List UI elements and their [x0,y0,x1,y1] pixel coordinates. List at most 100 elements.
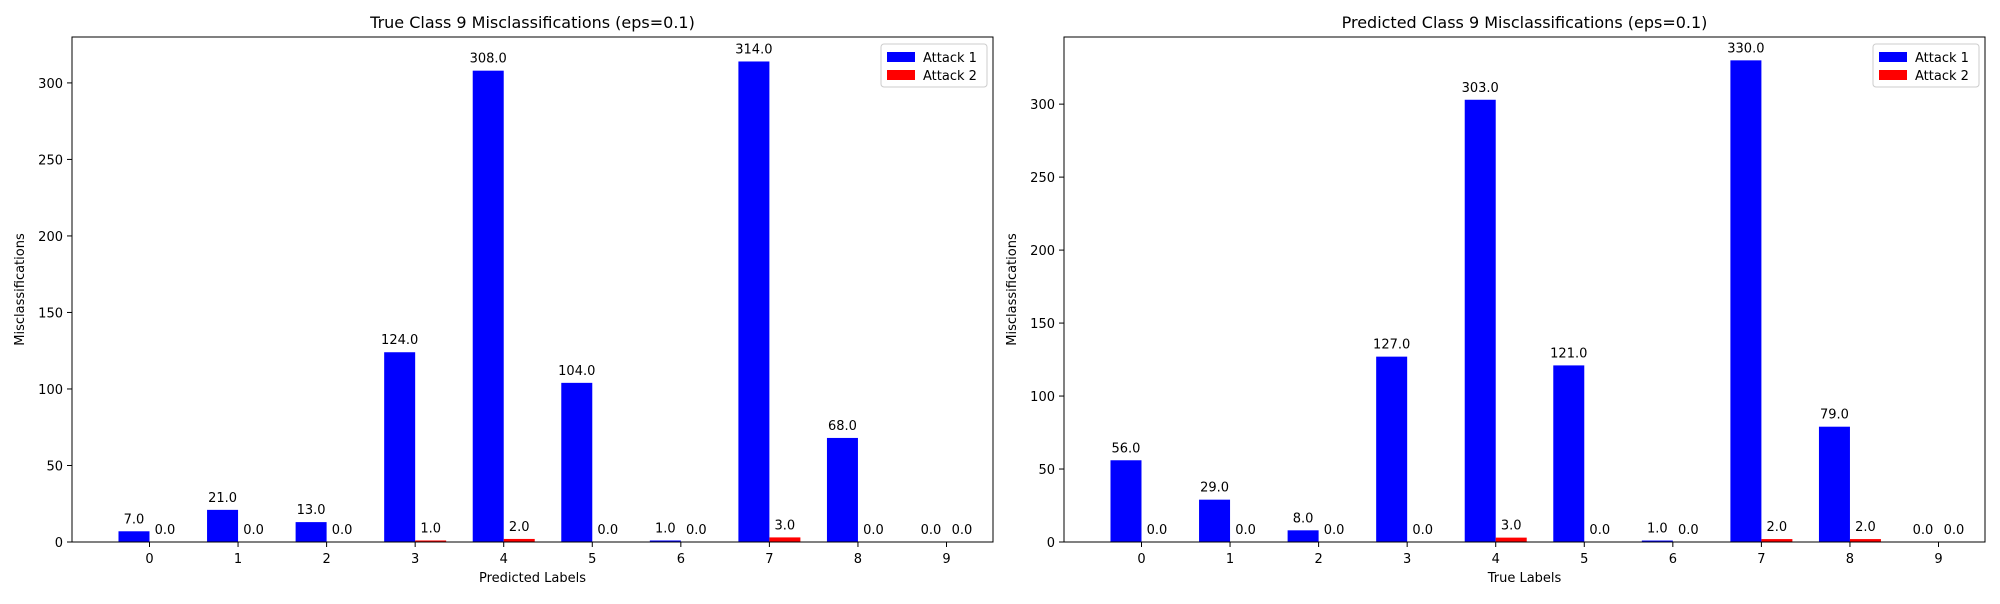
data-label: 0.0 [1147,523,1168,538]
data-label: 124.0 [381,333,418,348]
x-axis-label: Predicted Labels [479,571,586,586]
data-label: 56.0 [1112,441,1141,456]
data-label: 2.0 [1767,520,1788,535]
data-label: 8.0 [1293,511,1314,526]
data-label: 0.0 [1944,523,1965,538]
data-label: 0.0 [1678,523,1699,538]
y-tick-label: 300 [38,77,63,92]
y-tick-label: 300 [1030,98,1055,113]
y-tick-label: 250 [38,153,63,168]
plot-frame [1063,36,1986,543]
bar-attack2 [415,540,447,542]
x-tick-label: 8 [1846,552,1854,567]
x-tick-label: 3 [1403,552,1411,567]
data-label: 1.0 [1647,522,1668,537]
x-tick-label: 5 [1580,552,1588,567]
legend-swatch [887,52,915,62]
data-label: 308.0 [470,52,507,67]
data-label: 2.0 [509,520,530,535]
legend: Attack 1 Attack 2 [880,43,988,88]
bar-attack2 [503,538,535,542]
x-tick-label: 6 [677,552,685,567]
chart-title: Predicted Class 9 Misclassifications (ep… [1342,13,1708,32]
bar-attack1 [738,61,770,542]
y-axis-label: Misclassifications [1005,233,1020,346]
x-tick-label: 2 [1314,552,1322,567]
x-tick-label: 7 [765,552,773,567]
bar-attack2 [769,537,801,542]
legend-swatch [1879,70,1907,80]
data-label: 0.0 [1324,523,1345,538]
data-label: 330.0 [1727,41,1764,56]
data-label: 0.0 [863,523,884,538]
bar-attack1 [118,531,150,542]
bar-attack1 [295,522,327,542]
x-tick-label: 8 [854,552,862,567]
x-tick-label: 2 [322,552,330,567]
y-tick-label: 100 [1030,390,1055,405]
data-label: 3.0 [1501,519,1522,534]
legend-swatch [887,70,915,80]
data-label: 0.0 [243,523,264,538]
data-label: 104.0 [558,364,595,379]
x-tick-label: 7 [1757,552,1765,567]
x-tick-label: 6 [1669,552,1677,567]
x-tick-label: 9 [942,552,950,567]
y-tick-label: 250 [1030,171,1055,186]
data-label: 0.0 [1235,523,1256,538]
x-tick-label: 4 [500,552,508,567]
data-label: 0.0 [921,523,942,538]
bar-attack1 [1199,499,1231,542]
bar-attack1 [1464,99,1496,542]
x-tick-label: 1 [1226,552,1234,567]
data-label: 0.0 [332,523,353,538]
legend: Attack 1 Attack 2 [1872,43,1980,88]
data-label: 0.0 [952,523,973,538]
data-label: 68.0 [828,419,857,434]
chart-panel-1: True Class 9 Misclassifications (eps=0.1… [13,13,994,586]
bar-attack1 [649,540,681,542]
plot-frame [71,36,994,543]
data-label: 0.0 [1412,523,1433,538]
bar-attack1 [826,437,858,542]
y-tick-label: 200 [1030,244,1055,259]
data-label: 0.0 [155,523,176,538]
legend-label: Attack 2 [1915,69,1969,84]
data-label: 3.0 [775,518,796,533]
data-label: 121.0 [1550,346,1587,361]
bar-attack1 [1730,60,1762,542]
bar-attack1 [1287,530,1319,542]
legend-label: Attack 1 [923,51,977,66]
bar-attack2 [1761,539,1793,542]
bar-attack1 [384,352,416,542]
bar-attack1 [1376,356,1408,542]
x-tick-label: 5 [588,552,596,567]
y-tick-label: 0 [1047,536,1055,551]
data-label: 0.0 [1913,523,1934,538]
data-label: 1.0 [655,521,676,536]
x-tick-label: 0 [1137,552,1145,567]
x-tick-label: 0 [145,552,153,567]
data-label: 303.0 [1462,81,1499,96]
data-label: 1.0 [420,521,441,536]
y-tick-label: 100 [38,383,63,398]
y-tick-label: 150 [1030,317,1055,332]
data-label: 0.0 [686,523,707,538]
data-label: 0.0 [1589,523,1610,538]
bar-attack1 [1818,426,1850,542]
data-label: 79.0 [1820,408,1849,423]
y-tick-label: 150 [38,306,63,321]
legend-label: Attack 2 [923,69,977,84]
y-tick-label: 200 [38,230,63,245]
y-axis-label: Misclassifications [13,233,28,346]
data-label: 314.0 [735,42,772,57]
data-label: 13.0 [297,503,326,518]
x-tick-label: 3 [411,552,419,567]
bar-attack1 [472,70,504,543]
bar-attack1 [561,382,593,542]
legend-swatch [1879,52,1907,62]
chart-title: True Class 9 Misclassifications (eps=0.1… [369,13,695,32]
x-tick-label: 4 [1492,552,1500,567]
